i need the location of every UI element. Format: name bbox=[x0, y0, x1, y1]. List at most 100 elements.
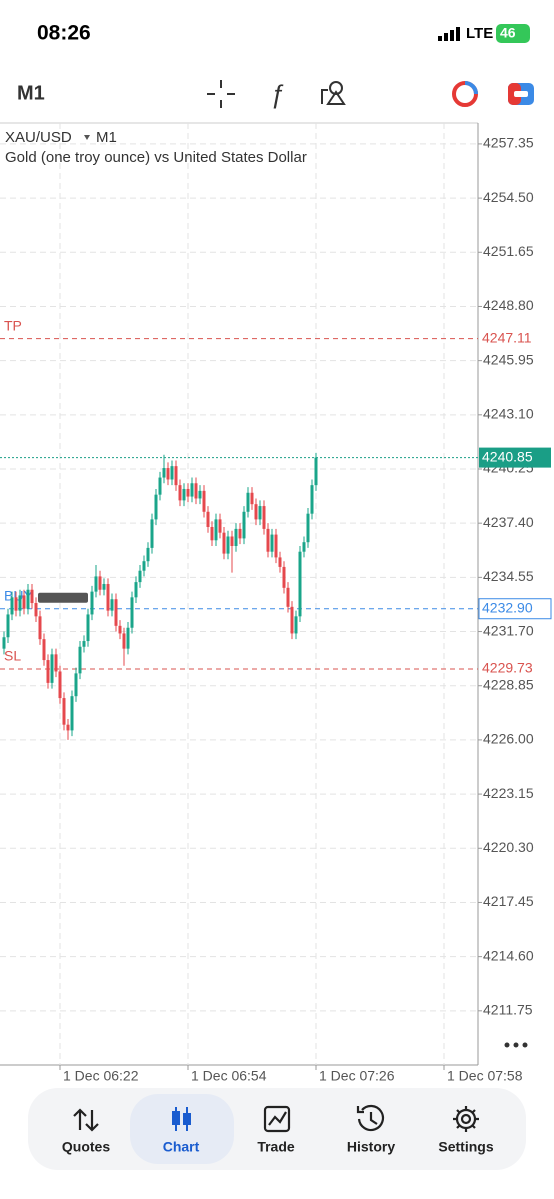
candle-body bbox=[158, 477, 162, 495]
tab-label[interactable]: Settings bbox=[438, 1139, 493, 1155]
candle-body bbox=[86, 614, 90, 642]
battery-icon bbox=[496, 24, 530, 43]
candle-body bbox=[170, 466, 174, 480]
candle-body bbox=[270, 534, 274, 552]
x-tick-label: 1 Dec 07:26 bbox=[319, 1068, 395, 1084]
battery-level: 46 bbox=[500, 25, 516, 41]
candle-body bbox=[130, 597, 134, 628]
level-price-box bbox=[479, 658, 551, 679]
candle-body bbox=[106, 584, 110, 611]
objects-button[interactable] bbox=[321, 81, 346, 105]
candle-body bbox=[306, 513, 310, 543]
signal-icon bbox=[438, 27, 460, 41]
x-tick-label: 1 Dec 07:58 bbox=[447, 1068, 523, 1084]
candle-body bbox=[234, 528, 238, 546]
level-price: 4232.90 bbox=[482, 599, 533, 615]
y-tick-label: 4214.60 bbox=[483, 947, 534, 963]
candle-body bbox=[46, 660, 50, 683]
candle-body bbox=[254, 504, 258, 520]
y-tick-label: 4243.10 bbox=[483, 406, 534, 422]
candle-body bbox=[34, 603, 38, 617]
candle-body bbox=[138, 570, 142, 583]
candle-body bbox=[162, 468, 166, 478]
level-name: SL bbox=[4, 648, 21, 664]
candle-body bbox=[222, 532, 226, 554]
candle-body bbox=[50, 654, 54, 683]
tab-labels: Quotes Chart Trade History Settings bbox=[62, 1139, 494, 1155]
axes: 4257.35 4254.50 4251.65 4248.80 4245.95 4243.… bbox=[59, 135, 551, 1084]
candle-body bbox=[166, 468, 170, 480]
tab-label[interactable]: Quotes bbox=[62, 1139, 110, 1155]
tab-label[interactable]: Chart bbox=[163, 1139, 200, 1155]
candle-body bbox=[298, 551, 302, 617]
more-button[interactable] bbox=[504, 1042, 528, 1048]
candle-body bbox=[310, 485, 314, 514]
level-name: TP bbox=[4, 317, 22, 333]
candle-body bbox=[202, 490, 206, 512]
y-tick-label: 4251.65 bbox=[483, 243, 534, 259]
trade-icon bbox=[263, 1105, 291, 1133]
candle-body bbox=[70, 696, 74, 731]
candle-body bbox=[74, 673, 78, 697]
candle-body bbox=[14, 597, 18, 611]
active-tab-highlight bbox=[130, 1094, 234, 1164]
candle-body bbox=[274, 534, 278, 558]
candle-body bbox=[206, 511, 210, 527]
y-tick-label: 4254.50 bbox=[483, 189, 534, 205]
candle-body bbox=[30, 589, 34, 604]
candle-body bbox=[114, 599, 118, 626]
x-tick-label: 1 Dec 06:22 bbox=[63, 1068, 139, 1084]
candle-body bbox=[154, 494, 158, 520]
symbol: XAU/USD bbox=[5, 129, 72, 146]
candle-body bbox=[150, 519, 154, 548]
settings-icon bbox=[453, 1106, 479, 1132]
candle-body bbox=[214, 519, 218, 541]
tab-label[interactable]: History bbox=[347, 1139, 395, 1155]
candle-body bbox=[94, 576, 98, 592]
chart-icon bbox=[172, 1107, 191, 1131]
candle-body bbox=[282, 566, 286, 588]
candle-body bbox=[242, 511, 246, 539]
candle-body bbox=[238, 528, 242, 539]
candle-body bbox=[246, 492, 250, 512]
candle-body bbox=[142, 561, 146, 571]
status-time: 08:26 bbox=[37, 22, 91, 45]
candle-body bbox=[186, 488, 190, 497]
trade-button[interactable] bbox=[508, 83, 534, 105]
current-price-box bbox=[479, 447, 551, 468]
candle-body bbox=[54, 654, 58, 672]
indicators-button[interactable]: ƒ bbox=[270, 79, 284, 109]
timeframe-button[interactable]: M1 bbox=[17, 82, 45, 104]
candle-body bbox=[126, 627, 130, 649]
level-price: 4229.73 bbox=[482, 660, 533, 676]
candle-body bbox=[2, 637, 6, 649]
one-click-trading-button[interactable] bbox=[452, 81, 478, 107]
history-icon bbox=[356, 1104, 385, 1132]
symbol-description: Gold (one troy ounce) vs United States D… bbox=[5, 149, 307, 166]
candle-body bbox=[90, 591, 94, 615]
redacted-bar bbox=[38, 592, 88, 603]
candle-body bbox=[286, 587, 290, 607]
candle-body bbox=[218, 519, 222, 533]
tab-bar bbox=[28, 1088, 526, 1170]
y-tick-label: 4226.00 bbox=[483, 731, 534, 747]
candle-body bbox=[10, 597, 14, 615]
candle-body bbox=[230, 536, 234, 546]
quotes-icon bbox=[73, 1108, 99, 1132]
candle-body bbox=[226, 536, 230, 554]
candle-body bbox=[38, 616, 42, 640]
candle-body bbox=[62, 698, 66, 725]
candle-body bbox=[98, 576, 102, 590]
candle-body bbox=[190, 483, 194, 497]
candle-body bbox=[118, 625, 122, 634]
candle-body bbox=[290, 606, 294, 634]
y-tick-label: 4228.85 bbox=[483, 676, 534, 692]
candle-body bbox=[82, 641, 86, 647]
crosshair-button[interactable] bbox=[207, 80, 235, 108]
candle-body bbox=[102, 584, 106, 590]
tab-label[interactable]: Trade bbox=[257, 1139, 295, 1155]
candle-body bbox=[134, 582, 138, 598]
candle-body bbox=[18, 595, 22, 611]
